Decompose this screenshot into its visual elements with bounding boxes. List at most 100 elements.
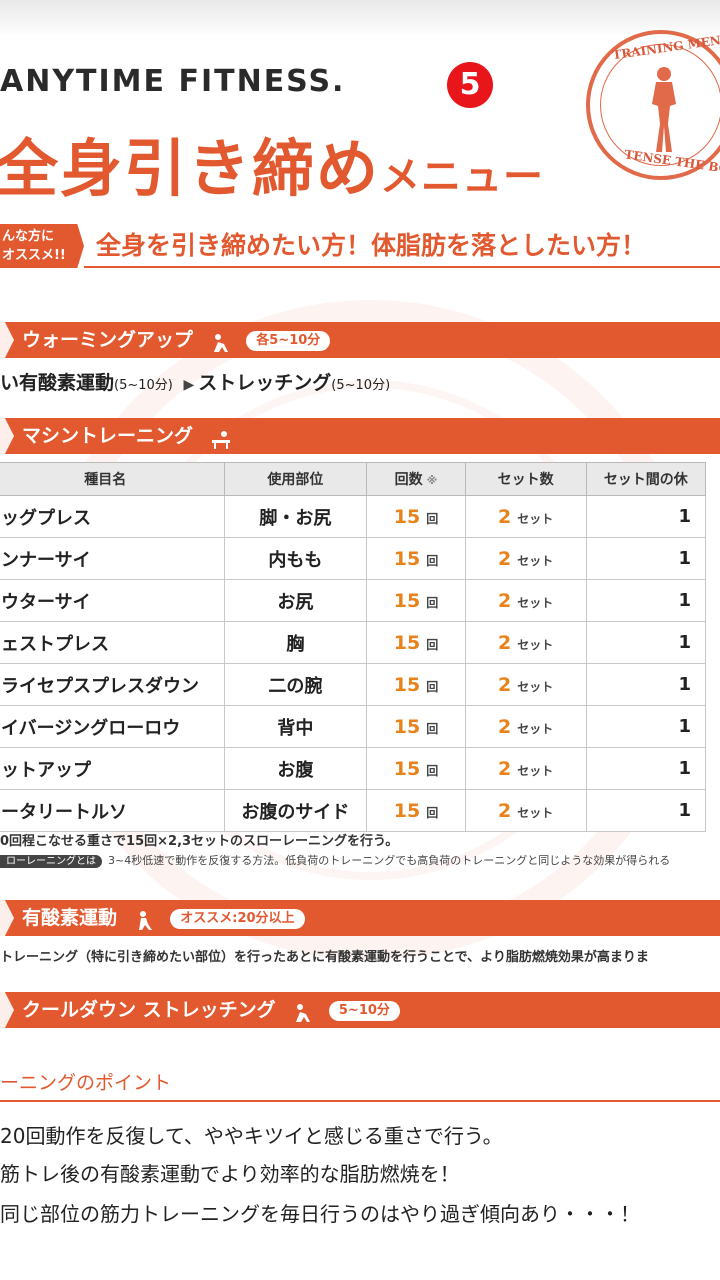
slow-training-tag: ローレーニングとは xyxy=(0,855,102,868)
rest-value: 1 xyxy=(585,747,707,790)
rest-value: 1 xyxy=(585,621,707,664)
body-part: 内もも xyxy=(223,537,368,580)
machine-training-table: 種目名 使用部位 回数 ※ セット数 セット間の休 ッグプレス 脚・お尻 15 回 2 セッ… xyxy=(0,462,707,832)
exercise-name: イバージングローロウ xyxy=(0,705,225,748)
table-row: イバージングローロウ 背中 15 回 2 セット 1 xyxy=(0,705,707,748)
table-header-row: 種目名 使用部位 回数 ※ セット数 セット間の休 xyxy=(0,462,707,496)
sets-cell: 2 セット xyxy=(464,663,587,706)
stamp-inner-ring xyxy=(600,44,720,166)
sets-cell: 2 セット xyxy=(464,789,587,832)
reps-cell: 15 回 xyxy=(366,621,466,664)
table-row: ータリートルソ お腹のサイド 15 回 2 セット 1 xyxy=(0,789,707,832)
top-shadow-band xyxy=(0,0,720,36)
exercise-name: ットアップ xyxy=(0,747,225,790)
exercise-name: ェストプレス xyxy=(0,621,225,664)
reps-cell: 15 回 xyxy=(366,537,466,580)
reps-value: 15 xyxy=(393,673,421,696)
sets-unit: セット xyxy=(517,679,554,694)
body-part: 脚・お尻 xyxy=(223,495,368,538)
treadmill-person-icon xyxy=(134,908,156,930)
reps-value: 15 xyxy=(393,547,421,570)
section-cooldown: クールダウン ストレッチング 5~10分 xyxy=(0,992,720,1028)
cardio-description: トレーニング（特に引き締めたい部位）を行ったあとに有酸素運動を行うことで、より脂… xyxy=(0,950,649,965)
reps-cell: 15 回 xyxy=(366,705,466,748)
exercise-name: ンナーサイ xyxy=(0,537,225,580)
reps-value: 15 xyxy=(393,589,421,612)
point-item: 20回動作を反復して、ややキツイと感じる重さで行う。 xyxy=(0,1124,503,1148)
number-badge: 5 xyxy=(447,62,493,108)
cooldown-time-pill: 5~10分 xyxy=(328,1000,400,1021)
section-cardio: 有酸素運動 オススメ:20分以上 xyxy=(0,900,720,936)
col-reps-label: 回数 xyxy=(394,472,423,488)
sets-value: 2 xyxy=(498,799,512,822)
reps-unit: 回 xyxy=(426,721,439,736)
reps-cell: 15 回 xyxy=(366,579,466,622)
reps-unit: 回 xyxy=(426,637,439,652)
warmup-item-aerobic-time: (5~10分) xyxy=(114,378,173,393)
section-cooldown-title: クールダウン ストレッチング xyxy=(22,999,276,1021)
sets-cell: 2 セット xyxy=(464,495,587,538)
cardio-time-pill: オススメ:20分以上 xyxy=(170,908,305,929)
warmup-item-stretch: ストレッチング xyxy=(198,372,332,394)
sets-unit: セット xyxy=(517,763,554,778)
reps-cell: 15 回 xyxy=(366,747,466,790)
sets-unit: セット xyxy=(517,553,554,568)
sets-value: 2 xyxy=(498,673,512,696)
reps-value: 15 xyxy=(393,799,421,822)
point-item: 同じ部位の筋力トレーニングを毎日行うのはやり過ぎ傾向あり・・・！ xyxy=(0,1202,640,1226)
slow-training-note: ローレーニングとは 3~4秒低速で動作を反復する方法。低負荷のトレーニングでも高負… xyxy=(0,852,670,868)
rest-value: 1 xyxy=(585,537,707,580)
rest-value: 1 xyxy=(585,705,707,748)
rest-value: 1 xyxy=(585,789,707,832)
recommend-text: 全身を引き締めたい方！体脂肪を落としたい方！ xyxy=(96,231,647,260)
chevron-icon xyxy=(0,900,14,936)
reps-unit: 回 xyxy=(426,679,439,694)
warmup-item-aerobic: い有酸素運動 xyxy=(0,372,115,394)
rep-note-mark: ※ xyxy=(426,474,438,487)
section-warmup-title: ウォーミングアップ xyxy=(22,329,194,351)
reps-cell: 15 回 xyxy=(366,663,466,706)
reps-value: 15 xyxy=(393,757,421,780)
body-part: 胸 xyxy=(223,621,368,664)
table-row: ウターサイ お尻 15 回 2 セット 1 xyxy=(0,579,707,622)
table-row: ットアップ お腹 15 回 2 セット 1 xyxy=(0,747,707,790)
sets-unit: セット xyxy=(517,595,554,610)
point-item: 筋トレ後の有酸素運動でより効率的な脂肪燃焼を！ xyxy=(0,1162,460,1186)
rest-value: 1 xyxy=(585,663,707,706)
exercise-name: ッグプレス xyxy=(0,495,225,538)
chevron-icon xyxy=(0,418,14,454)
sets-cell: 2 セット xyxy=(464,537,587,580)
warmup-item-stretch-time: (5~10分) xyxy=(331,378,391,393)
reps-unit: 回 xyxy=(426,553,439,568)
section-warmup: ウォーミングアップ 各5~10分 xyxy=(0,322,720,358)
reps-value: 15 xyxy=(393,505,421,528)
reps-cell: 15 回 xyxy=(366,495,466,538)
col-rest: セット間の休 xyxy=(585,462,707,496)
reps-unit: 回 xyxy=(426,763,439,778)
woman-silhouette-icon xyxy=(652,67,676,152)
reps-cell: 15 回 xyxy=(366,789,466,832)
rest-value: 1 xyxy=(585,579,707,622)
reps-value: 15 xyxy=(393,715,421,738)
body-part: 二の腕 xyxy=(223,663,368,706)
page-title: 全身引き締めメニュー xyxy=(0,118,544,208)
col-reps: 回数 ※ xyxy=(366,462,466,496)
training-note: 0回程こなせる重さで15回×2,3セットのスローレーニングを行う。 xyxy=(0,834,399,849)
chevron-icon xyxy=(0,992,14,1028)
stretching-person-icon xyxy=(210,330,232,352)
col-sets: セット数 xyxy=(464,462,587,496)
chevron-icon xyxy=(0,322,14,358)
table-row: ェストプレス胸 15 回 2 セット 1 xyxy=(0,621,707,664)
sets-value: 2 xyxy=(498,589,512,612)
body-part: お腹 xyxy=(223,747,368,790)
rest-value: 1 xyxy=(585,495,707,538)
body-part: 背中 xyxy=(223,705,368,748)
body-part: お尻 xyxy=(223,579,368,622)
sets-cell: 2 セット xyxy=(464,747,587,790)
warmup-items: い有酸素運動(5~10分) ▶ ストレッチング(5~10分) xyxy=(0,368,390,395)
training-menu-stamp: TRAINING MENU TENSE THE BODY xyxy=(586,30,720,180)
warmup-time-pill: 各5~10分 xyxy=(246,330,331,351)
training-points-underline xyxy=(0,1100,720,1102)
training-points-title: ーニングのポイント xyxy=(0,1072,172,1094)
reps-unit: 回 xyxy=(426,805,439,820)
